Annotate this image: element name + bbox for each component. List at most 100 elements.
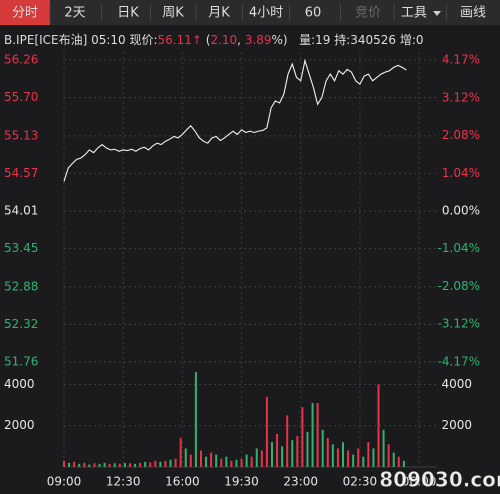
tab[interactable]: 工具 bbox=[401, 6, 427, 21]
volume-bar bbox=[382, 429, 385, 467]
y-tick-label: 54.57 bbox=[4, 166, 38, 180]
volume-bar bbox=[270, 442, 273, 467]
volume-bar bbox=[306, 431, 309, 467]
tab[interactable]: 2天 bbox=[64, 6, 85, 21]
volume-bar bbox=[265, 396, 268, 467]
volume-bar bbox=[98, 463, 101, 467]
y-tick-label: 55.13 bbox=[4, 128, 38, 142]
y2-tick-label: 1.04% bbox=[442, 166, 480, 180]
volume-tick-label: 4000 bbox=[4, 377, 35, 391]
x-tick-label: 12:30 bbox=[106, 475, 141, 489]
x-tick-label: 16:00 bbox=[165, 475, 200, 489]
volume-bar bbox=[215, 454, 218, 467]
volume-bar bbox=[372, 448, 375, 467]
volume-bar bbox=[210, 452, 213, 467]
tab[interactable]: 4小时 bbox=[249, 6, 283, 21]
info-segment: %) bbox=[272, 33, 288, 47]
info-segment: 量:19 持:340526 增:0 bbox=[288, 32, 424, 47]
y2-tick-label: 3.12% bbox=[442, 91, 480, 105]
volume-bar bbox=[352, 454, 355, 467]
tab-selected bbox=[0, 0, 50, 25]
labels: 56.26 55.70 55.13 54.57 54.01 53.45 52.88 52.32… bbox=[4, 53, 480, 489]
volume-bar bbox=[144, 461, 147, 467]
volume-bar bbox=[63, 460, 65, 467]
volume-bar bbox=[311, 403, 314, 467]
volume-bar bbox=[336, 448, 339, 467]
volume-bar bbox=[316, 403, 319, 467]
y-tick-label: 55.70 bbox=[4, 90, 38, 104]
price-line bbox=[63, 58, 407, 182]
volume-bar bbox=[134, 463, 137, 467]
volume-bar bbox=[73, 461, 76, 467]
volume-bar bbox=[149, 462, 152, 467]
volume-bar bbox=[321, 429, 324, 467]
volume-bar bbox=[235, 459, 238, 467]
x-tick-label: 09:00 bbox=[47, 475, 82, 489]
y-tick-label: 56.26 bbox=[4, 53, 38, 67]
tab[interactable]: 画线 bbox=[460, 6, 486, 21]
tab[interactable]: 周K bbox=[162, 6, 184, 21]
volume-bar bbox=[159, 461, 162, 467]
grid bbox=[63, 52, 436, 468]
volume-y2-tick-label: 2000 bbox=[441, 418, 472, 432]
volume-bar bbox=[103, 462, 106, 467]
volume-bar bbox=[387, 444, 390, 467]
volume-bar bbox=[194, 372, 197, 467]
volume-bar bbox=[220, 458, 223, 467]
volume-bar bbox=[281, 446, 284, 467]
volume-bar bbox=[357, 448, 360, 467]
volume-bar bbox=[128, 463, 131, 467]
volume-bar bbox=[301, 407, 304, 467]
info-segment: B.IPE[ICE布油] 05:10 现价: bbox=[4, 33, 158, 47]
volume-bar bbox=[93, 463, 96, 467]
tab: 竞价 bbox=[355, 5, 381, 21]
info-segment: ( bbox=[202, 33, 211, 47]
volume-bar bbox=[179, 438, 182, 467]
volume-bar bbox=[154, 460, 157, 467]
tab[interactable]: 月K bbox=[208, 6, 230, 21]
volume-bar bbox=[402, 460, 405, 467]
dropdown-caret bbox=[433, 11, 441, 16]
volume-bar bbox=[118, 463, 121, 467]
volume-bar bbox=[68, 462, 71, 467]
info-segment: ↑ bbox=[192, 33, 202, 47]
info-segment: 56.11 bbox=[158, 33, 192, 47]
y-tick-label: 53.45 bbox=[4, 241, 38, 255]
y2-tick-label: -2.08% bbox=[438, 279, 480, 293]
volume-bar bbox=[225, 456, 228, 467]
info-segment: 2.10 bbox=[210, 33, 237, 47]
volume-bar bbox=[189, 454, 192, 467]
volume-bar bbox=[250, 456, 253, 467]
volume-bar bbox=[184, 448, 187, 467]
volume-bar bbox=[260, 450, 263, 467]
volume-bar bbox=[342, 442, 344, 467]
volume-tick-label: 2000 bbox=[4, 418, 35, 432]
volume-bar bbox=[347, 450, 350, 467]
volume-bar bbox=[392, 452, 395, 467]
tab[interactable]: 60 bbox=[305, 6, 322, 21]
y-tick-label: 51.76 bbox=[4, 355, 38, 369]
volume-bar bbox=[397, 456, 400, 467]
volume-bar bbox=[78, 463, 81, 467]
volume-bar bbox=[123, 462, 126, 467]
volume-bar bbox=[113, 463, 116, 467]
y-tick-label: 52.32 bbox=[4, 317, 38, 331]
volume-bar bbox=[255, 448, 258, 467]
y2-tick-label: -1.04% bbox=[438, 241, 480, 255]
y2-tick-label: 4.17% bbox=[442, 53, 480, 67]
volume-bar bbox=[240, 458, 243, 467]
x-tick-label: 23:00 bbox=[283, 475, 318, 489]
volume-bar bbox=[296, 436, 299, 467]
tab[interactable]: 日K bbox=[117, 6, 139, 21]
watermark: 809030.com bbox=[379, 468, 500, 492]
marks bbox=[63, 58, 407, 467]
y-tick-label: 54.01 bbox=[4, 204, 38, 218]
volume-bar bbox=[276, 433, 279, 467]
x-tick-label: 19:30 bbox=[224, 475, 259, 489]
volume-bar bbox=[164, 460, 167, 467]
tab[interactable]: 分时 bbox=[12, 6, 38, 21]
volume-y2-tick-label: 4000 bbox=[441, 377, 472, 391]
volume-bar bbox=[331, 444, 334, 467]
